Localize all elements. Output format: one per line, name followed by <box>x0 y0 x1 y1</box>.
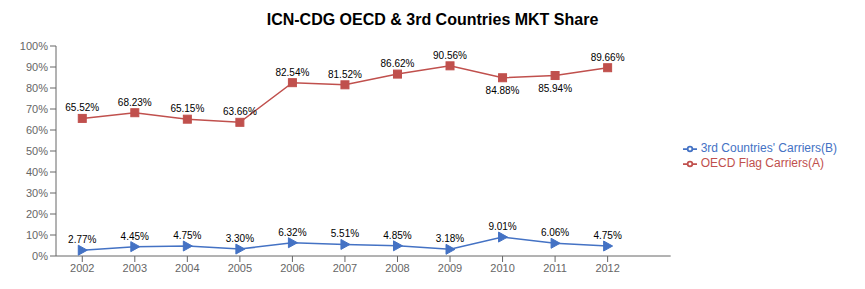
svg-text:4.45%: 4.45% <box>121 231 149 242</box>
svg-text:5.51%: 5.51% <box>331 228 359 239</box>
html-text:3rd Countries' Carriers(B): 3rd Countries' Carriers(B) <box>700 141 837 156</box>
svg-text:30%: 30% <box>26 187 48 199</box>
svg-text:6.32%: 6.32% <box>278 227 306 238</box>
svg-text:4.75%: 4.75% <box>173 230 201 241</box>
svg-text:2003: 2003 <box>123 262 147 274</box>
svg-text:2.77%: 2.77% <box>68 234 96 245</box>
svg-text:4.75%: 4.75% <box>593 230 621 241</box>
svg-text:100%: 100% <box>20 40 48 52</box>
svg-text:65.52%: 65.52% <box>65 102 99 113</box>
svg-text:84.88%: 84.88% <box>486 85 520 96</box>
html-text:OECD Flag Carriers(A): OECD Flag Carriers(A) <box>700 156 824 170</box>
svg-text:6.06%: 6.06% <box>541 227 569 238</box>
svg-text:2011: 2011 <box>543 262 567 274</box>
svg-text:2004: 2004 <box>175 262 199 274</box>
svg-text:9.01%: 9.01% <box>488 221 516 232</box>
svg-text:80%: 80% <box>26 82 48 94</box>
svg-text:10%: 10% <box>26 229 48 241</box>
svg-text:50%: 50% <box>26 145 48 157</box>
html-text:ICN-CDG OECD & 3rd Countries M: ICN-CDG OECD & 3rd Countries MKT Share <box>266 11 599 28</box>
svg-text:2008: 2008 <box>385 262 409 274</box>
svg-text:40%: 40% <box>26 166 48 178</box>
svg-text:20%: 20% <box>26 208 48 220</box>
svg-text:90.56%: 90.56% <box>433 50 467 61</box>
svg-text:89.66%: 89.66% <box>591 52 625 63</box>
svg-text:2009: 2009 <box>438 262 462 274</box>
svg-text:63.66%: 63.66% <box>223 106 257 117</box>
svg-text:0%: 0% <box>32 250 48 262</box>
svg-text:3.30%: 3.30% <box>226 233 254 244</box>
svg-text:90%: 90% <box>26 61 48 73</box>
svg-text:60%: 60% <box>26 124 48 136</box>
svg-text:82.54%: 82.54% <box>275 67 309 78</box>
svg-text:2002: 2002 <box>70 262 94 274</box>
svg-text:81.52%: 81.52% <box>328 69 362 80</box>
svg-text:86.62%: 86.62% <box>381 58 415 69</box>
svg-text:2006: 2006 <box>280 262 304 274</box>
svg-text:2010: 2010 <box>490 262 514 274</box>
svg-text:2005: 2005 <box>228 262 252 274</box>
svg-text:70%: 70% <box>26 103 48 115</box>
svg-text:68.23%: 68.23% <box>118 97 152 108</box>
svg-text:2007: 2007 <box>333 262 357 274</box>
svg-text:3.18%: 3.18% <box>436 233 464 244</box>
svg-text:4.85%: 4.85% <box>383 230 411 241</box>
svg-text:65.15%: 65.15% <box>170 103 204 114</box>
svg-text:2012: 2012 <box>595 262 619 274</box>
svg-text:85.94%: 85.94% <box>538 83 572 94</box>
